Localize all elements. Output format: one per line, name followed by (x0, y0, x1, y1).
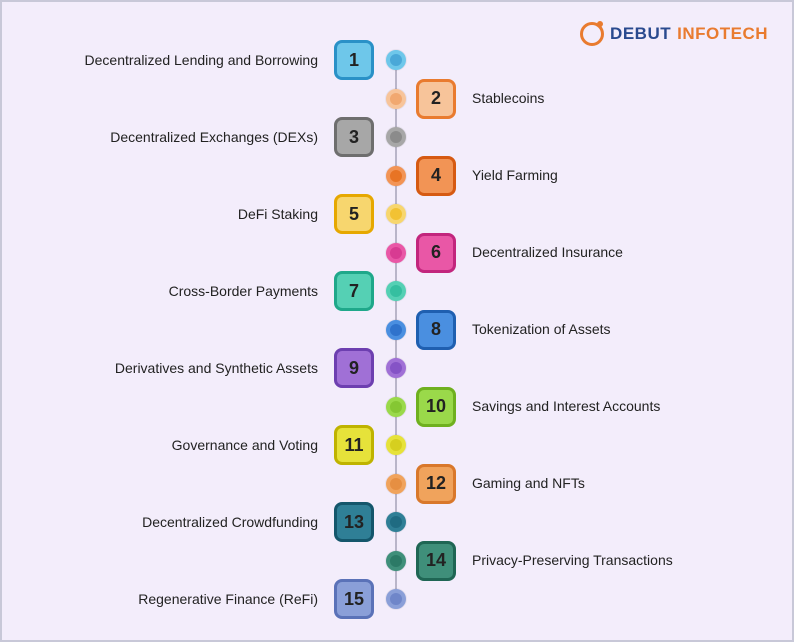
timeline-dot (386, 512, 406, 532)
timeline-item: 5 DeFi Staking (2, 194, 794, 234)
step-label: Gaming and NFTs (472, 474, 712, 492)
timeline-item: 12 Gaming and NFTs (2, 464, 794, 504)
timeline-item: 8 Tokenization of Assets (2, 310, 794, 350)
step-number-box: 12 (416, 464, 456, 504)
step-number-box: 11 (334, 425, 374, 465)
timeline-dot (386, 243, 406, 263)
step-label: Stablecoins (472, 89, 712, 107)
step-number-box: 10 (416, 387, 456, 427)
timeline-dot (386, 397, 406, 417)
step-number-box: 8 (416, 310, 456, 350)
step-label: Regenerative Finance (ReFi) (38, 590, 318, 608)
timeline-dot (386, 551, 406, 571)
timeline-dot (386, 166, 406, 186)
step-label: DeFi Staking (38, 205, 318, 223)
timeline-dot (386, 281, 406, 301)
step-label: Privacy-Preserving Transactions (472, 551, 712, 569)
timeline-dot (386, 320, 406, 340)
step-label: Cross-Border Payments (38, 282, 318, 300)
timeline-item: 9 Derivatives and Synthetic Assets (2, 348, 794, 388)
step-number-box: 14 (416, 541, 456, 581)
step-number-box: 3 (334, 117, 374, 157)
timeline-dot (386, 358, 406, 378)
timeline-item: 2 Stablecoins (2, 79, 794, 119)
timeline-item: 6 Decentralized Insurance (2, 233, 794, 273)
step-label: Governance and Voting (38, 436, 318, 454)
timeline-item: 11 Governance and Voting (2, 425, 794, 465)
timeline-dot (386, 204, 406, 224)
step-number-box: 7 (334, 271, 374, 311)
timeline-item: 1 Decentralized Lending and Borrowing (2, 40, 794, 80)
step-label: Decentralized Lending and Borrowing (38, 51, 318, 69)
step-label: Decentralized Insurance (472, 243, 712, 261)
step-label: Yield Farming (472, 166, 712, 184)
step-number-box: 1 (334, 40, 374, 80)
step-number-box: 6 (416, 233, 456, 273)
timeline-item: 3 Decentralized Exchanges (DEXs) (2, 117, 794, 157)
timeline-dot (386, 50, 406, 70)
timeline-dot (386, 589, 406, 609)
step-number-box: 4 (416, 156, 456, 196)
step-number-box: 9 (334, 348, 374, 388)
timeline-item: 15 Regenerative Finance (ReFi) (2, 579, 794, 619)
step-label: Savings and Interest Accounts (472, 397, 712, 415)
step-label: Tokenization of Assets (472, 320, 712, 338)
step-number-box: 5 (334, 194, 374, 234)
step-number-box: 2 (416, 79, 456, 119)
step-label: Decentralized Crowdfunding (38, 513, 318, 531)
timeline-item: 7 Cross-Border Payments (2, 271, 794, 311)
timeline-dot (386, 474, 406, 494)
timeline-item: 10 Savings and Interest Accounts (2, 387, 794, 427)
timeline-dot (386, 127, 406, 147)
timeline-item: 14 Privacy-Preserving Transactions (2, 541, 794, 581)
step-label: Derivatives and Synthetic Assets (38, 359, 318, 377)
timeline-item: 4 Yield Farming (2, 156, 794, 196)
step-number-box: 13 (334, 502, 374, 542)
step-label: Decentralized Exchanges (DEXs) (38, 128, 318, 146)
timeline-dot (386, 89, 406, 109)
step-number-box: 15 (334, 579, 374, 619)
timeline-dot (386, 435, 406, 455)
timeline-item: 13 Decentralized Crowdfunding (2, 502, 794, 542)
